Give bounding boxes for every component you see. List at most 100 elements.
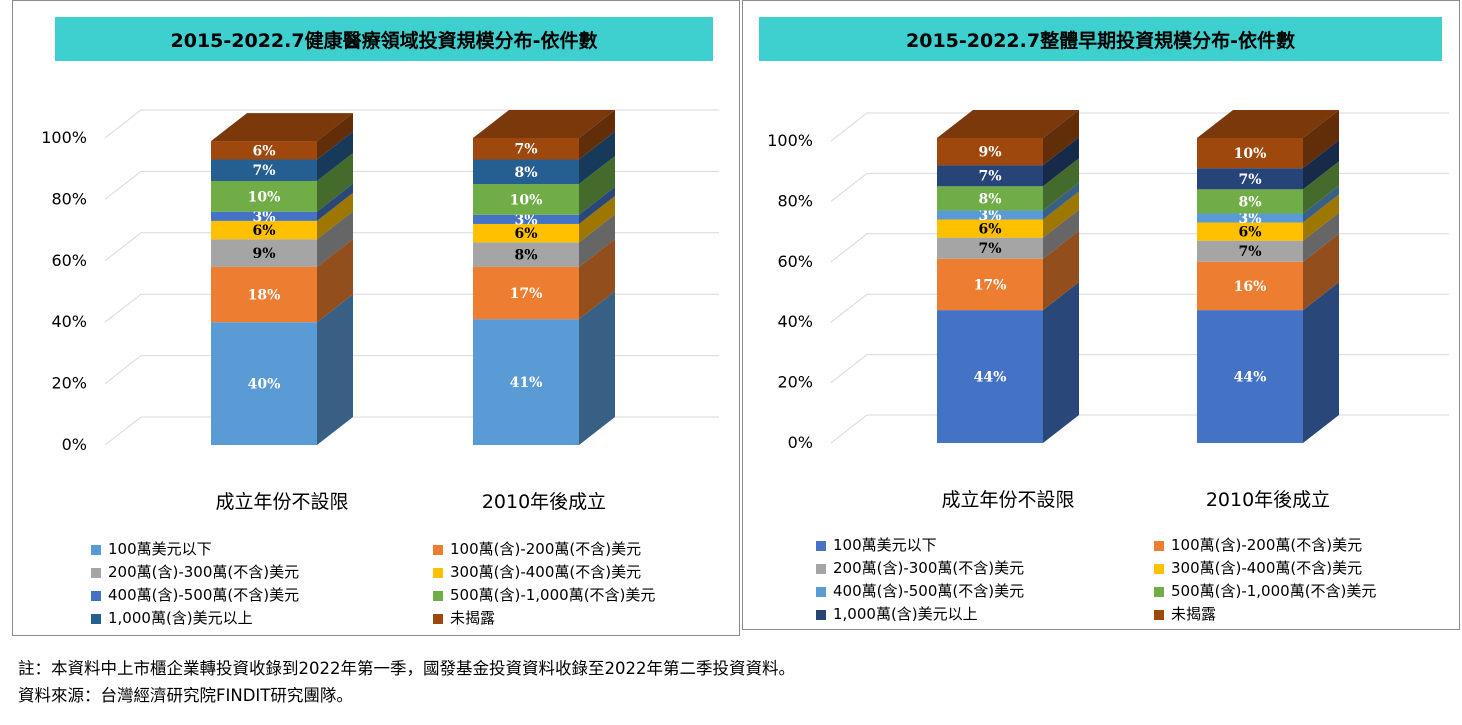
bar-segment: [473, 159, 579, 185]
bar-segment: [211, 159, 317, 181]
gridline: [104, 355, 719, 384]
chart-panel-healthcare: 2015-2022.7健康醫療領域投資規模分布-依件數 0% 20% 40% 60% 8…: [12, 0, 740, 636]
legend-swatch: [816, 563, 826, 574]
bar-segment: [1197, 189, 1303, 214]
data-label: 7%: [978, 241, 1001, 257]
bar-side-face: [579, 110, 615, 160]
data-label: 7%: [514, 142, 537, 158]
data-label: 7%: [1238, 172, 1261, 188]
data-label: 18%: [248, 288, 281, 304]
data-label: 16%: [1234, 279, 1267, 295]
category-label: 成立年份不設限: [941, 489, 1074, 511]
legend-label: 100萬美元以下: [833, 536, 937, 554]
y-tick-label: 60%: [777, 252, 813, 271]
legend-item: 未揭露: [433, 607, 495, 630]
bar-segment: [1197, 222, 1303, 241]
bar-segment: [473, 214, 579, 224]
legend-label: 200萬(含)-300萬(不含)美元: [833, 559, 1025, 577]
data-label: 6%: [1238, 225, 1261, 241]
data-label: 3%: [252, 209, 275, 225]
bar-segment: [473, 184, 579, 215]
stacked-bar-chart-healthcare: 0%20%40%60%80%100%40%18%9%6%3%10%7%6%成立年…: [41, 109, 719, 513]
bar-side-face: [1043, 282, 1079, 443]
bar-segment: [937, 186, 1043, 211]
bar-segment: [937, 210, 1043, 220]
bar-side-face: [1303, 109, 1339, 169]
legend-label: 400萬(含)-500萬(不含)美元: [108, 586, 300, 604]
legend-item: 未揭露: [1154, 603, 1216, 626]
data-label: 6%: [978, 222, 1001, 238]
y-tick-label: 20%: [51, 374, 87, 393]
legend-label: 200萬(含)-300萬(不含)美元: [108, 563, 300, 581]
bar-top-face: [1197, 109, 1339, 138]
bar-side-face: [317, 152, 353, 212]
bar-side-face: [1303, 282, 1339, 443]
legend-item: 300萬(含)-400萬(不含)美元: [1154, 557, 1362, 580]
data-label: 10%: [1234, 146, 1267, 162]
bar-side-face: [317, 131, 353, 181]
legend-label: 1,000萬(含)美元以上: [833, 605, 978, 623]
legend-swatch: [816, 609, 826, 620]
legend-item: 100萬(含)-200萬(不含)美元: [1154, 534, 1362, 557]
y-tick-label: 100%: [41, 128, 87, 147]
data-label: 44%: [1234, 370, 1267, 386]
bar-side-face: [579, 186, 615, 224]
bar-top-face: [473, 110, 615, 138]
legend-label: 1,000萬(含)美元以上: [108, 609, 253, 627]
gridline: [830, 414, 1449, 444]
category-label: 2010年後成立: [1206, 489, 1330, 511]
bar-segment: [1197, 168, 1303, 190]
bar-segment: [937, 165, 1043, 187]
legend-item: 1,000萬(含)美元以上: [816, 603, 978, 626]
data-label: 8%: [514, 165, 537, 181]
data-label: 8%: [514, 248, 537, 264]
legend-label: 未揭露: [450, 609, 496, 627]
bar-segment: [937, 137, 1043, 166]
bar-segment: [211, 141, 317, 160]
legend-item: 500萬(含)-1,000萬(不含)美元: [433, 584, 655, 607]
legend-item: 1,000萬(含)美元以上: [91, 607, 253, 630]
bar-side-face: [1043, 109, 1079, 166]
bar-side-face: [579, 131, 615, 185]
data-label: 8%: [978, 191, 1001, 207]
legend-item: 300萬(含)-400萬(不含)美元: [433, 561, 641, 584]
bar-segment: [211, 180, 317, 212]
legend-swatch: [433, 590, 443, 601]
bar-side-face: [579, 156, 615, 215]
data-label: 40%: [248, 377, 281, 393]
bar-segment: [211, 239, 317, 267]
data-label: 3%: [514, 212, 537, 228]
bar-segment: [211, 266, 317, 323]
bar-segment: [937, 310, 1043, 443]
y-tick-label: 60%: [51, 251, 87, 270]
bar-side-face: [1303, 233, 1339, 311]
data-label: 9%: [252, 246, 275, 262]
legend-item: 400萬(含)-500萬(不含)美元: [91, 584, 299, 607]
y-tick-label: 80%: [51, 189, 87, 208]
bar-side-face: [1303, 212, 1339, 262]
data-label: 7%: [252, 163, 275, 179]
legend-swatch: [91, 613, 101, 624]
bar-segment: [473, 138, 579, 160]
footnote-source: 資料來源：台灣經濟研究院FINDIT研究團隊。: [18, 686, 353, 705]
y-tick-label: 100%: [767, 131, 813, 150]
y-tick-label: 80%: [777, 191, 813, 210]
gridline: [830, 233, 1449, 263]
y-tick-label: 20%: [777, 373, 813, 392]
chart-title: 2015-2022.7健康醫療領域投資規模分布-依件數: [55, 17, 713, 61]
data-label: 3%: [978, 208, 1001, 224]
bar-top-face: [211, 113, 353, 142]
bar-segment: [1197, 261, 1303, 311]
bar-segment: [211, 211, 317, 221]
bar-segment: [211, 220, 317, 240]
legend-item: 200萬(含)-300萬(不含)美元: [91, 561, 299, 584]
legend-swatch: [1154, 563, 1164, 574]
legend-label: 500萬(含)-1,000萬(不含)美元: [450, 586, 656, 604]
data-label: 6%: [252, 223, 275, 239]
data-label: 6%: [514, 226, 537, 242]
data-label: 17%: [974, 277, 1007, 293]
bar-segment: [473, 223, 579, 243]
bar-segment: [211, 322, 317, 445]
data-label: 10%: [510, 192, 543, 208]
data-label: 41%: [510, 375, 543, 391]
